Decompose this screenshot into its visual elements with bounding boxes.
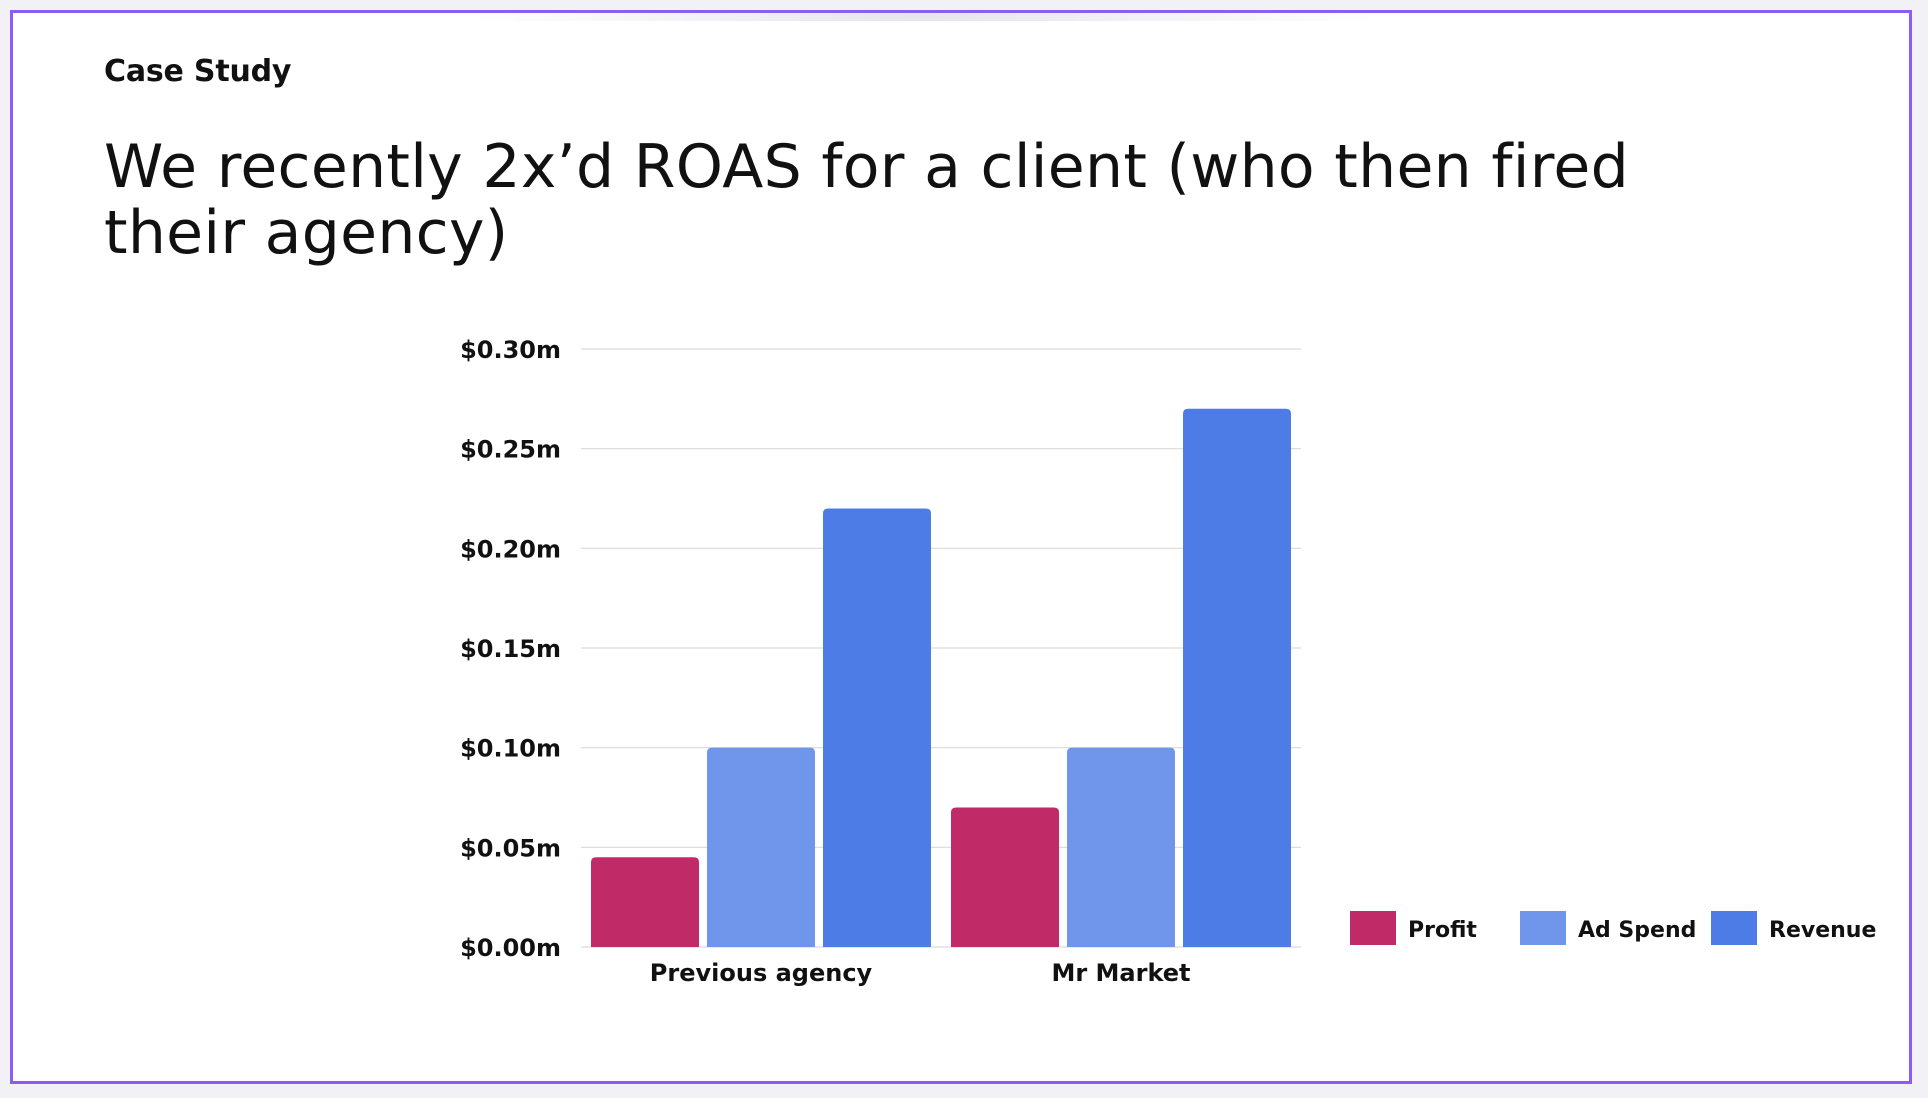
slide-headline: We recently 2x’d ROAS for a client (who … (104, 132, 1630, 268)
x-category-label: Previous agency (650, 959, 873, 987)
x-category-label: Mr Market (1051, 959, 1190, 987)
legend-swatch (1711, 911, 1757, 945)
y-tick-label: $0.30m (460, 336, 561, 364)
bar (707, 747, 815, 947)
legend-label: Ad Spend (1578, 918, 1696, 943)
bar (591, 857, 699, 947)
y-tick-label: $0.10m (460, 735, 561, 763)
legend-label: Profit (1408, 918, 1477, 943)
y-tick-label: $0.25m (460, 436, 561, 464)
bar (951, 807, 1059, 947)
slide-eyebrow: Case Study (104, 54, 292, 89)
top-shadow (473, 13, 1373, 21)
legend-swatch (1350, 911, 1396, 945)
bars (591, 408, 1291, 947)
y-tick-label: $0.05m (460, 834, 561, 862)
legend-swatch (1520, 911, 1566, 945)
y-tick-label: $0.00m (460, 934, 561, 962)
x-axis-categories: Previous agency Mr Market (650, 959, 1191, 987)
y-axis-ticks: $0.00m $0.05m $0.10m $0.15m $0.20m $0.25m $0.3… (460, 336, 561, 962)
bar (823, 508, 931, 947)
y-tick-label: $0.15m (460, 635, 561, 663)
gridlines (581, 348, 1301, 948)
legend: Profit Ad Spend Revenue (1350, 911, 1876, 945)
bar (1067, 747, 1175, 947)
bar (1183, 408, 1291, 947)
y-tick-label: $0.20m (460, 535, 561, 563)
legend-label: Revenue (1769, 918, 1876, 943)
